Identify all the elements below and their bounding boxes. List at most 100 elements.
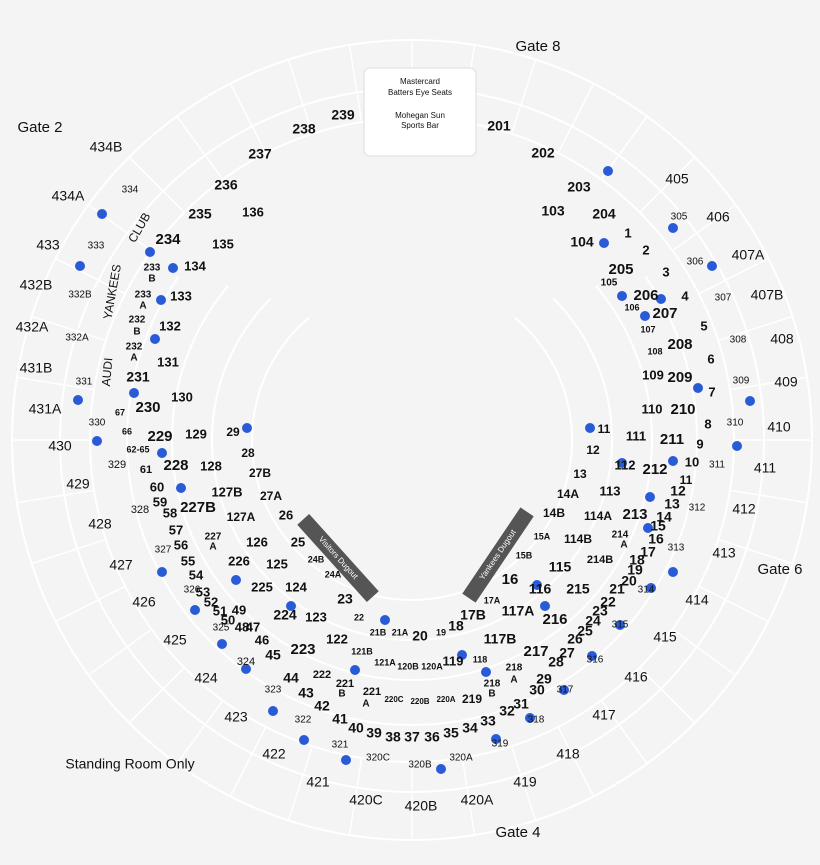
section-divider — [639, 667, 696, 724]
row-label: 1 — [624, 225, 631, 240]
section-divider — [31, 315, 106, 342]
section-label: 411 — [754, 460, 777, 476]
section-label: 327 — [155, 545, 172, 556]
row-label: 53 — [196, 584, 210, 599]
accessible-icon — [615, 620, 625, 630]
accessible-icon — [299, 735, 309, 745]
section-label: 406 — [706, 209, 730, 225]
section-label: 128 — [200, 458, 222, 473]
section-label: 419 — [513, 774, 537, 790]
accessible-icon — [190, 605, 200, 615]
section-label: 308 — [730, 335, 747, 346]
row-label: 38 — [385, 729, 401, 745]
row-label: 32 — [499, 703, 515, 719]
dugout-bar — [462, 507, 534, 603]
section-label: 232 — [129, 315, 146, 326]
section-label: 233 — [135, 290, 152, 301]
section-divider — [55, 585, 126, 623]
section-label: 233 — [144, 263, 161, 274]
section-label: 119 — [443, 653, 464, 668]
accessible-icon — [380, 615, 390, 625]
accessible-icon — [457, 650, 467, 660]
row-label: 27B — [249, 466, 271, 480]
section-label: A — [510, 675, 517, 686]
accessible-icon — [157, 448, 167, 458]
accessible-icon — [585, 423, 595, 433]
section-divider — [87, 628, 152, 676]
row-label: 20 — [621, 573, 637, 589]
section-label: 218 — [484, 679, 501, 690]
section-label: 332A — [65, 333, 89, 344]
section-label: 238 — [292, 121, 316, 137]
section-label: 120A — [421, 661, 443, 671]
section-label: 319 — [492, 739, 509, 750]
section-label: 423 — [224, 709, 248, 725]
row-label: 21A — [392, 627, 409, 637]
section-label: 114A — [584, 509, 612, 523]
gate-label: Gate 6 — [757, 561, 802, 578]
row-label: 22 — [354, 612, 364, 622]
row-label: 48 — [235, 619, 249, 634]
section-label: 410 — [767, 419, 791, 435]
section-label: 226 — [228, 553, 250, 568]
accessible-icon — [668, 223, 678, 233]
section-label: 237 — [248, 146, 272, 162]
section-label: 120B — [397, 661, 419, 671]
section-label: 323 — [265, 685, 282, 696]
ring — [171, 285, 653, 681]
accessible-icon — [242, 423, 252, 433]
section-divider — [672, 628, 737, 676]
row-label: 14A — [557, 487, 579, 501]
section-label: 332B — [68, 290, 92, 301]
venue-box — [363, 67, 477, 157]
section-label: 433 — [36, 237, 60, 253]
section-label: 105 — [601, 278, 618, 289]
row-label: 16 — [502, 571, 519, 588]
section-label: 405 — [665, 171, 689, 187]
section-label: 414 — [685, 592, 709, 608]
row-label: 30 — [529, 682, 545, 698]
section-label: A — [209, 542, 216, 553]
section-label: 320C — [366, 753, 390, 764]
section-divider — [729, 489, 808, 504]
section-label: 132 — [159, 318, 181, 333]
accessible-icon — [145, 247, 155, 257]
section-label: 229 — [147, 428, 172, 445]
section-label: 117A — [502, 603, 535, 619]
section-label: 318 — [528, 715, 545, 726]
row-label: 15B — [516, 550, 533, 560]
section-divider — [729, 376, 808, 391]
row-label: 59 — [153, 494, 167, 509]
section-label: 422 — [262, 746, 286, 762]
section-label: 314 — [638, 585, 655, 596]
section-label: 407A — [732, 247, 765, 263]
accessible-icon — [268, 706, 278, 716]
section-label: 425 — [163, 632, 187, 648]
section-label: 424 — [194, 670, 218, 686]
row-label: 5 — [700, 318, 707, 333]
section-divider — [348, 757, 363, 836]
row-label: 19 — [436, 627, 446, 637]
section-label: 115 — [549, 559, 572, 575]
section-label: 124 — [285, 579, 307, 594]
row-label: 3 — [662, 264, 669, 279]
section-label: 223 — [290, 641, 315, 658]
section-label: 420B — [405, 798, 438, 814]
section-divider — [31, 538, 106, 565]
section-label: 216 — [542, 611, 567, 628]
section-label: 434B — [90, 139, 123, 155]
row-label: 36 — [424, 729, 440, 745]
row-label: 54 — [189, 567, 204, 582]
row-label: 19 — [627, 562, 643, 578]
row-label: 7 — [708, 384, 715, 399]
section-label: 232 — [126, 342, 143, 353]
section-label: 420A — [461, 792, 494, 808]
section-label: 307 — [715, 293, 732, 304]
accessible-icon — [668, 456, 678, 466]
section-label: 317 — [557, 685, 574, 696]
section-label: 334 — [122, 185, 139, 196]
row-label: 47 — [246, 619, 260, 634]
section-label: 123 — [305, 609, 327, 624]
section-divider — [698, 257, 769, 295]
